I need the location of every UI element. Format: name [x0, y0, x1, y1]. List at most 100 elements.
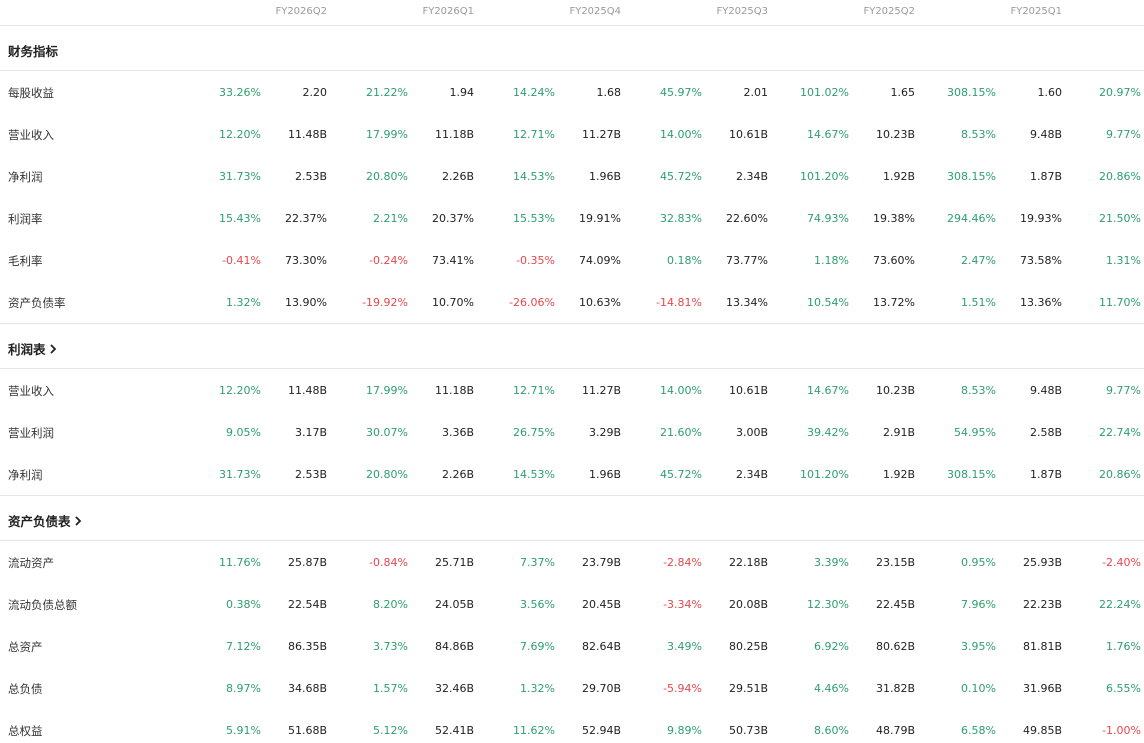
growth-rate-cell: 14.67% — [807, 128, 849, 141]
growth-rate-cell: 6.55% — [1106, 682, 1141, 695]
row-label: 流动资产 — [8, 556, 54, 570]
growth-rate-cell: 74.93% — [807, 212, 849, 225]
growth-rate-cell: 20.80% — [366, 468, 408, 481]
growth-rate-cell: 26.75% — [513, 426, 555, 439]
row-label: 总资产 — [8, 640, 43, 654]
growth-rate-cell: 6.92% — [814, 640, 849, 653]
value-cell: 31.96B — [1022, 682, 1062, 695]
value-cell: 48.79B — [875, 724, 915, 737]
value-cell: 11.48B — [287, 384, 327, 397]
row-label: 营业利润 — [8, 426, 54, 440]
row-label: 每股收益 — [8, 86, 54, 100]
growth-rate-cell: 15.53% — [513, 212, 555, 225]
value-cell: 3.00B — [735, 426, 768, 439]
growth-rate-cell: 3.56% — [520, 598, 555, 611]
growth-rate-cell: -26.06% — [509, 296, 555, 309]
growth-rate-cell: 7.37% — [520, 556, 555, 569]
value-cell: 3.36B — [441, 426, 474, 439]
value-cell: 1.60 — [1037, 86, 1063, 99]
value-cell: 11.27B — [581, 128, 621, 141]
value-cell: 22.37% — [285, 212, 327, 225]
growth-rate-cell: 8.53% — [961, 384, 996, 397]
growth-rate-cell: 1.57% — [373, 682, 408, 695]
growth-rate-cell: 5.12% — [373, 724, 408, 737]
section-divider — [0, 368, 1144, 369]
value-cell: 73.30% — [285, 254, 327, 267]
growth-rate-cell: 22.24% — [1099, 598, 1141, 611]
section-title[interactable]: 利润表 — [8, 339, 58, 358]
section-title-label: 资产负债表 — [8, 514, 71, 529]
column-header: FY2025Q3 — [716, 6, 768, 17]
value-cell: 2.34B — [735, 468, 768, 481]
growth-rate-cell: 15.43% — [219, 212, 261, 225]
row-label: 总负债 — [8, 682, 43, 696]
growth-rate-cell: 20.97% — [1099, 86, 1141, 99]
value-cell: 52.41B — [434, 724, 474, 737]
row-label: 流动负债总额 — [8, 598, 77, 612]
growth-rate-cell: 1.32% — [520, 682, 555, 695]
value-cell: 9.48B — [1029, 384, 1062, 397]
growth-rate-cell: 14.53% — [513, 468, 555, 481]
row-label: 利润率 — [8, 212, 43, 226]
growth-rate-cell: 9.77% — [1106, 128, 1141, 141]
row-label: 总权益 — [8, 724, 43, 738]
value-cell: 80.25B — [728, 640, 768, 653]
growth-rate-cell: 14.53% — [513, 170, 555, 183]
growth-rate-cell: 45.72% — [660, 170, 702, 183]
growth-rate-cell: 8.20% — [373, 598, 408, 611]
section-title-label: 财务指标 — [8, 44, 59, 59]
value-cell: 20.37% — [432, 212, 474, 225]
value-cell: 13.90% — [285, 296, 327, 309]
growth-rate-cell: 0.95% — [961, 556, 996, 569]
value-cell: 20.08B — [728, 598, 768, 611]
row-label: 净利润 — [8, 468, 43, 482]
value-cell: 2.34B — [735, 170, 768, 183]
row-label: 资产负债率 — [8, 296, 66, 310]
value-cell: 23.79B — [581, 556, 621, 569]
column-header: FY2026Q2 — [275, 6, 327, 17]
growth-rate-cell: 20.80% — [366, 170, 408, 183]
growth-rate-cell: 2.21% — [373, 212, 408, 225]
growth-rate-cell: 17.99% — [366, 128, 408, 141]
column-header: FY2025Q4 — [569, 6, 621, 17]
row-label: 毛利率 — [8, 254, 43, 268]
growth-rate-cell: 1.31% — [1106, 254, 1141, 267]
value-cell: 51.68B — [287, 724, 327, 737]
value-cell: 11.18B — [434, 384, 474, 397]
growth-rate-cell: -0.41% — [222, 254, 261, 267]
value-cell: 86.35B — [287, 640, 327, 653]
value-cell: 1.96B — [588, 170, 621, 183]
growth-rate-cell: -0.24% — [369, 254, 408, 267]
section-title[interactable]: 资产负债表 — [8, 511, 83, 530]
value-cell: 22.45B — [875, 598, 915, 611]
row-label: 营业收入 — [8, 384, 54, 398]
value-cell: 73.60% — [873, 254, 915, 267]
growth-rate-cell: 8.97% — [226, 682, 261, 695]
growth-rate-cell: 308.15% — [947, 86, 996, 99]
value-cell: 10.61B — [728, 128, 768, 141]
growth-rate-cell: 21.22% — [366, 86, 408, 99]
growth-rate-cell: 11.62% — [513, 724, 555, 737]
column-header: FY2025Q2 — [863, 6, 915, 17]
growth-rate-cell: -0.84% — [369, 556, 408, 569]
value-cell: 1.68 — [596, 86, 622, 99]
value-cell: 2.91B — [882, 426, 915, 439]
growth-rate-cell: 12.30% — [807, 598, 849, 611]
growth-rate-cell: -0.35% — [516, 254, 555, 267]
growth-rate-cell: 6.58% — [961, 724, 996, 737]
growth-rate-cell: 9.77% — [1106, 384, 1141, 397]
value-cell: 1.87B — [1029, 170, 1062, 183]
section-divider — [0, 323, 1144, 324]
value-cell: 25.93B — [1022, 556, 1062, 569]
value-cell: 13.36% — [1020, 296, 1062, 309]
growth-rate-cell: -5.94% — [663, 682, 702, 695]
value-cell: 20.45B — [581, 598, 621, 611]
growth-rate-cell: 294.46% — [947, 212, 996, 225]
value-cell: 1.92B — [882, 468, 915, 481]
growth-rate-cell: 9.05% — [226, 426, 261, 439]
value-cell: 82.64B — [581, 640, 621, 653]
value-cell: 3.29B — [588, 426, 621, 439]
growth-rate-cell: 21.50% — [1099, 212, 1141, 225]
value-cell: 23.15B — [875, 556, 915, 569]
section-divider — [0, 70, 1144, 71]
